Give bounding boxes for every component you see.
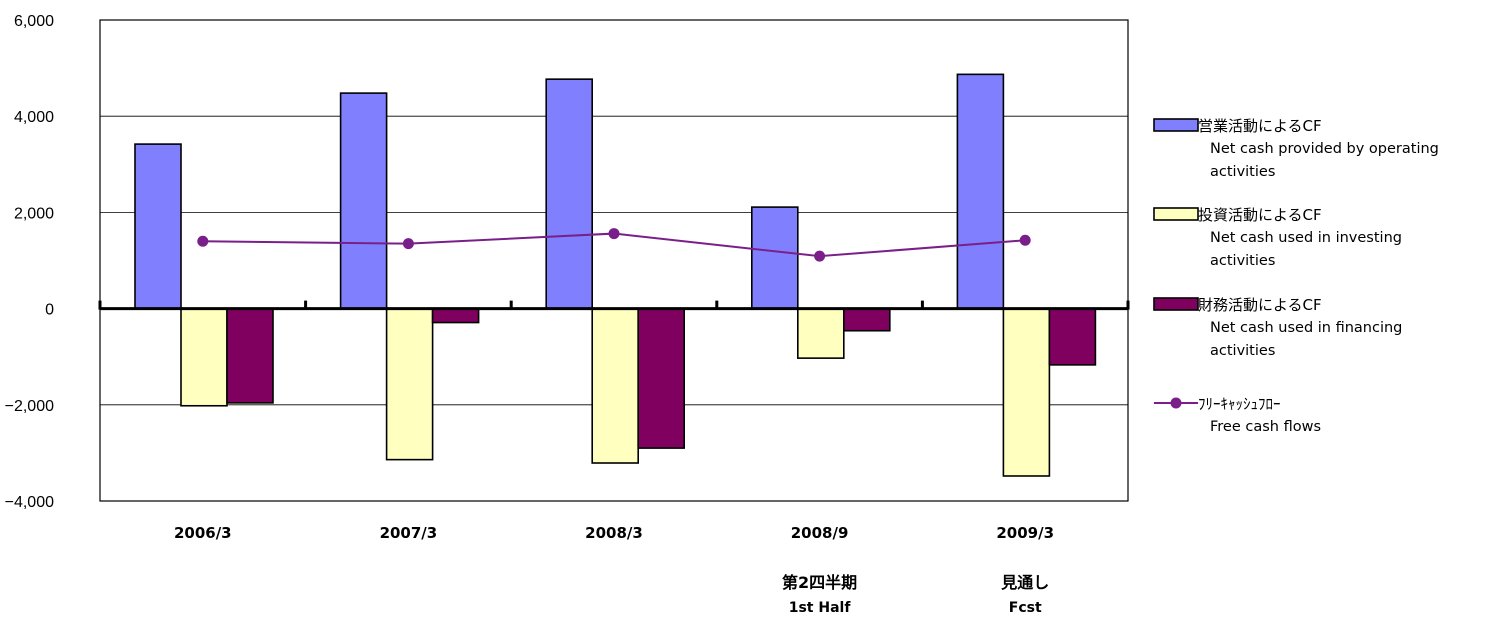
bar-2-2	[637, 307, 686, 449]
legend-label-en-1: Net cash used in investing	[1210, 230, 1402, 246]
legend-label-en-0: Net cash provided by operating	[1210, 141, 1439, 157]
bar-0-1	[339, 92, 388, 310]
y-tick-label: −4,000	[5, 494, 54, 511]
x-sublabel-en: Fcst	[1009, 600, 1042, 616]
legend-label-jp-2: 財務活動によるCF	[1198, 296, 1322, 314]
bar-1-3	[796, 307, 845, 359]
legend-swatch-2	[1153, 297, 1199, 311]
legend-label-jp-3: ﾌﾘｰｷｬｯｼｭﾌﾛｰ	[1198, 395, 1281, 413]
x-sublabel-en: 1st Half	[789, 600, 852, 616]
x-tick-label: 2009/3	[996, 524, 1054, 542]
bar-1-4	[1002, 307, 1051, 477]
bar-2-0	[226, 307, 274, 404]
legend-label-en-1: activities	[1210, 253, 1275, 269]
legend-label-jp-1: 投資活動によるCF	[1198, 206, 1322, 224]
legend-swatch-0	[1153, 118, 1199, 132]
legend-label-en-3: Free cash flows	[1210, 419, 1321, 435]
line-point-3-0	[197, 235, 209, 247]
y-tick-label: 2,000	[14, 205, 54, 222]
x-tick-label: 2006/3	[174, 524, 232, 542]
line-point-3-3	[814, 250, 826, 262]
legend-label-jp-0: 営業活動によるCF	[1198, 117, 1322, 135]
bar-2-1	[431, 307, 480, 324]
bar-1-2	[591, 307, 640, 464]
bar-1-1	[385, 307, 434, 461]
x-tick-label: 2007/3	[380, 524, 438, 542]
free-cash-flow-line	[197, 228, 1031, 262]
legend-marker-3	[1170, 397, 1182, 409]
legend-label-en-0: activities	[1210, 164, 1275, 180]
bar-2-4	[1048, 307, 1097, 366]
legend-label-en-2: Net cash used in financing	[1210, 320, 1402, 336]
x-tick-label: 2008/3	[585, 524, 643, 542]
y-tick-label: 0	[45, 302, 54, 319]
bar-marks	[134, 73, 1097, 477]
y-tick-label: 6,000	[14, 13, 54, 30]
line-point-3-2	[608, 228, 620, 240]
legend-label-en-2: activities	[1210, 343, 1275, 359]
line-point-3-1	[402, 238, 414, 250]
x-sublabel-jp: 見通し	[1000, 573, 1049, 592]
plot-area-border	[99, 19, 1129, 502]
plot-frame	[99, 19, 1129, 502]
bar-0-2	[545, 78, 594, 310]
y-tick-label: 4,000	[14, 109, 54, 126]
bar-0-3	[750, 206, 799, 310]
legend: 営業活動によるCF Net cash provided by operating a…	[1153, 117, 1439, 435]
bar-0-0	[134, 143, 182, 310]
y-tick-labels: 6,000 4,000 2,000 0 −2,000 −4,000	[5, 13, 54, 511]
x-tick-labels: 2006/3 2007/3 2008/3 2008/9 第2四半期 1st Half 200…	[174, 524, 1054, 616]
line-point-3-4	[1019, 234, 1031, 246]
legend-swatch-1	[1153, 207, 1199, 221]
bar-0-4	[956, 73, 1005, 310]
bar-1-0	[180, 307, 228, 407]
x-sublabel-jp: 第2四半期	[782, 573, 857, 592]
zero-axis	[98, 300, 1130, 311]
x-tick-label: 2008/9	[791, 524, 849, 542]
y-tick-label: −2,000	[5, 398, 54, 415]
bar-2-3	[842, 307, 891, 332]
